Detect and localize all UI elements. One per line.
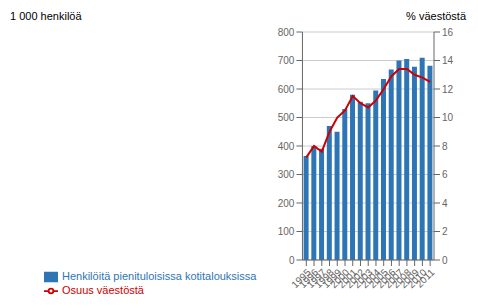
svg-text:600: 600 <box>278 84 295 95</box>
svg-text:4: 4 <box>442 198 448 209</box>
svg-text:6: 6 <box>442 169 448 180</box>
svg-text:500: 500 <box>278 112 295 123</box>
svg-text:2: 2 <box>442 226 448 237</box>
svg-text:8: 8 <box>442 141 448 152</box>
svg-text:16: 16 <box>442 27 454 38</box>
html-text:1 000 henkilöä: 1 000 henkilöä <box>10 10 82 22</box>
svg-text:0: 0 <box>289 255 295 266</box>
svg-text:300: 300 <box>278 169 295 180</box>
html-text:Osuus väestöstä: Osuus väestöstä <box>62 283 144 296</box>
svg-text:2011: 2011 <box>414 266 437 289</box>
html-text:Henkilöitä pienituloisissa kot: Henkilöitä pienituloisissa kotitalouksis… <box>62 269 257 282</box>
svg-text:0: 0 <box>442 255 448 266</box>
svg-text:10: 10 <box>442 112 454 123</box>
svg-text:700: 700 <box>278 55 295 66</box>
svg-text:200: 200 <box>278 198 295 209</box>
html-text:% väestöstä: % väestöstä <box>406 10 466 22</box>
svg-text:400: 400 <box>278 141 295 152</box>
svg-text:14: 14 <box>442 55 454 66</box>
svg-text:100: 100 <box>278 226 295 237</box>
svg-text:800: 800 <box>278 27 295 38</box>
svg-text:12: 12 <box>442 84 454 95</box>
